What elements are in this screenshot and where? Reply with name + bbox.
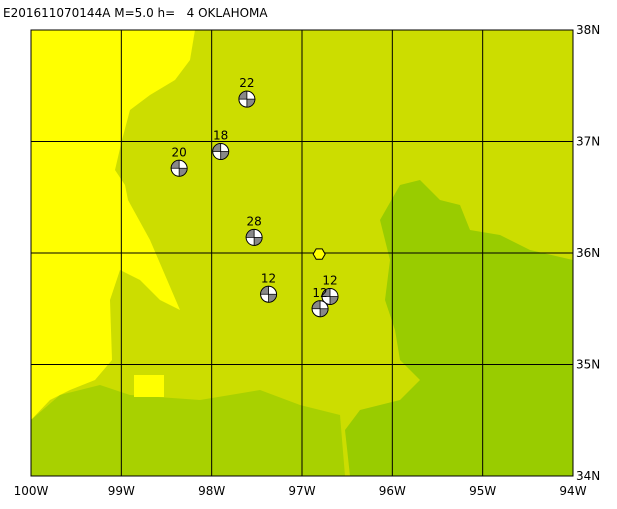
- high-land: [345, 180, 573, 476]
- x-tick-label: 95W: [469, 484, 496, 498]
- beachball-quadrant: [170, 159, 180, 169]
- focal-mechanism: [212, 143, 230, 161]
- beachball-quadrant: [260, 285, 269, 295]
- beachball-quadrant: [329, 296, 339, 305]
- low-land: [31, 30, 195, 420]
- beachball-quadrant: [268, 293, 277, 303]
- y-tick-label: 37N: [576, 135, 600, 149]
- beachball-quadrant: [253, 236, 263, 246]
- depth-label: 20: [172, 145, 187, 159]
- beachball-quadrant: [178, 167, 188, 177]
- beachball-quadrant: [321, 288, 331, 297]
- beachball-quadrant: [319, 308, 329, 318]
- y-tick-label: 38N: [576, 23, 600, 37]
- beachball-quadrant: [220, 151, 230, 160]
- depth-label: 12: [322, 273, 337, 287]
- depth-label: 28: [246, 214, 261, 228]
- beachball-quadrant: [212, 143, 222, 152]
- focal-mechanism: [311, 300, 329, 318]
- depth-label: 22: [239, 76, 254, 90]
- x-tick-label: 100W: [14, 484, 49, 498]
- x-tick-label: 99W: [108, 484, 135, 498]
- focal-mechanism: [245, 228, 263, 246]
- y-tick-label: 36N: [576, 246, 600, 260]
- low-land: [134, 375, 164, 397]
- focal-mechanism: [260, 285, 278, 303]
- x-tick-label: 96W: [379, 484, 406, 498]
- x-tick-label: 98W: [198, 484, 225, 498]
- x-tick-label: 94W: [559, 484, 586, 498]
- y-tick-label: 34N: [576, 469, 600, 483]
- beachball-quadrant: [238, 90, 248, 100]
- depth-label: 12: [312, 286, 327, 300]
- focal-mechanism: [321, 287, 339, 305]
- x-tick-label: 97W: [288, 484, 315, 498]
- epicenter: [312, 248, 326, 260]
- high-land: [31, 385, 345, 476]
- y-tick-label: 35N: [576, 358, 600, 372]
- map-frame: [30, 29, 574, 477]
- focal-mechanism: [170, 159, 188, 177]
- depth-label: 12: [261, 271, 276, 285]
- depth-label: 18: [213, 129, 228, 143]
- focal-mechanism: [238, 90, 256, 108]
- beachball-quadrant: [245, 228, 255, 238]
- beachball-quadrant: [246, 98, 256, 108]
- beachball-quadrant: [311, 300, 321, 310]
- map-title: E201611070144A M=5.0 h= 4 OKLAHOMA: [3, 6, 268, 20]
